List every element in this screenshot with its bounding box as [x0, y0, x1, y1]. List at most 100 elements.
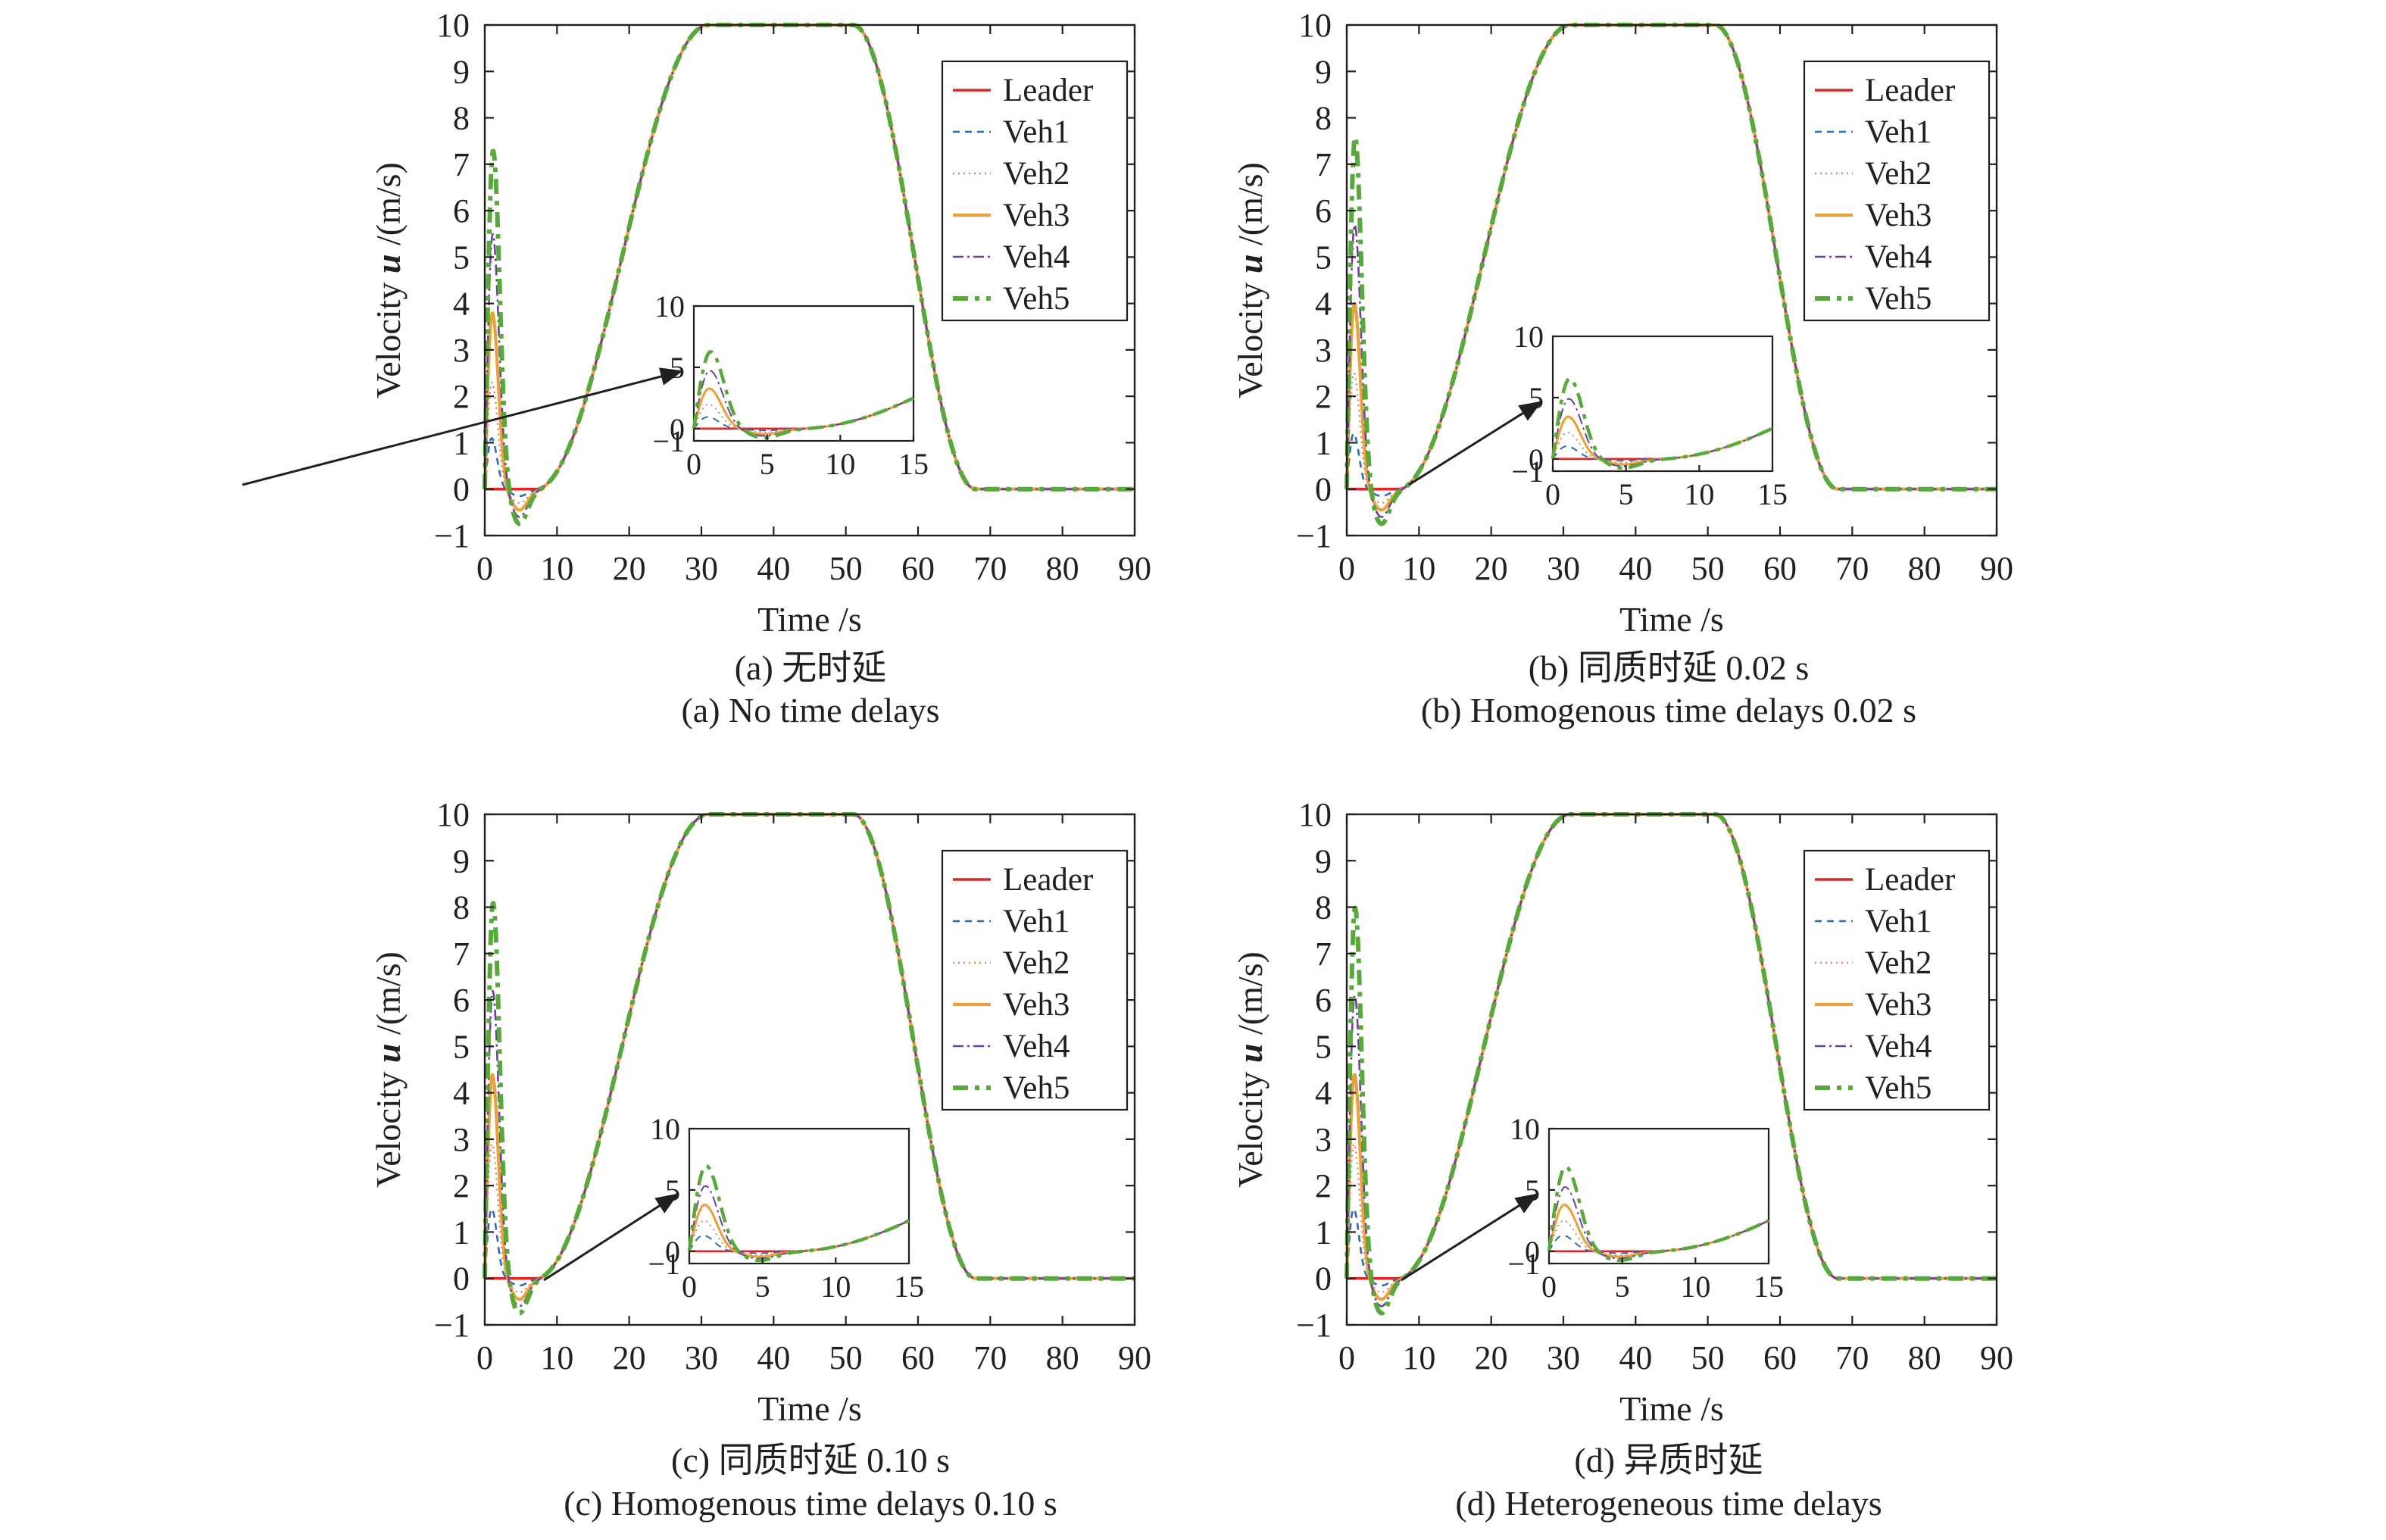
y-tick-label: 7 [1315, 936, 1332, 973]
legend: Leader Veh1 Veh2 Veh3 Veh4 Veh5 [941, 60, 1129, 322]
y-tick-label: 8 [453, 889, 470, 926]
x-tick-label: 20 [1475, 550, 1508, 587]
inset-y-tick-label: 10 [1510, 1112, 1540, 1146]
y-tick-label: 6 [1315, 192, 1332, 230]
legend: Leader Veh1 Veh2 Veh3 Veh4 Veh5 [1803, 60, 1991, 322]
x-tick-label: 40 [1619, 550, 1652, 587]
legend-label-leader: Leader [1865, 73, 1955, 108]
legend-label-veh1: Veh1 [1865, 904, 1932, 939]
y-tick-label: 0 [453, 471, 470, 508]
y-tick-label: 1 [453, 1214, 470, 1251]
legend-label-veh4: Veh4 [1003, 1029, 1070, 1064]
inset-series-line-veh2 [689, 1220, 910, 1256]
y-axis-title: Velocity u /(m/s) [1231, 162, 1270, 398]
y-tick-label: 8 [1315, 100, 1332, 137]
inset-y-tick-label: 0 [1525, 1235, 1540, 1269]
zoom-arrow-head [1514, 1193, 1538, 1214]
y-tick-label: 9 [453, 842, 470, 879]
y-tick-label: 2 [453, 378, 470, 415]
x-tick-label: 0 [476, 1339, 493, 1376]
y-tick-label: 1 [453, 424, 470, 461]
legend-label-leader: Leader [1003, 73, 1093, 108]
x-tick-label: 10 [1402, 550, 1435, 587]
x-tick-label: 60 [901, 1339, 935, 1376]
legend-label-veh1: Veh1 [1865, 114, 1932, 150]
legend-label-veh3: Veh3 [1865, 198, 1932, 233]
inset-y-tick-label: 0 [670, 412, 685, 446]
caption-chinese: (d) 异质时延 [1574, 1441, 1763, 1479]
inset-series-line-veh5 [687, 1164, 910, 1263]
y-tick-label: 9 [453, 53, 470, 90]
y-tick-label: 3 [453, 332, 470, 369]
zoom-arrow-line [543, 1192, 679, 1282]
x-tick-label: 60 [1763, 550, 1797, 587]
legend-label-leader: Leader [1003, 862, 1093, 898]
legend-label-veh5: Veh5 [1865, 281, 1932, 317]
y-tick-label: −1 [1296, 1307, 1332, 1344]
inset-x-tick-label: 0 [1541, 1270, 1557, 1304]
y-axis-title-suffix: /(m/s) [369, 951, 408, 1043]
x-tick-label: 40 [757, 1339, 790, 1376]
x-tick-label: 50 [1691, 550, 1725, 587]
inset-x-tick-label: 0 [686, 447, 701, 481]
inset-series-line-veh5 [692, 350, 914, 440]
legend-box [1803, 849, 1991, 1111]
inset-y-tick-label: 0 [1529, 442, 1544, 476]
y-tick-label: 1 [1315, 424, 1332, 461]
y-tick-label: 7 [453, 936, 470, 973]
y-tick-label: 2 [453, 1167, 470, 1204]
x-tick-label: 70 [973, 1339, 1007, 1376]
legend-label-leader: Leader [1865, 862, 1955, 898]
y-tick-label: 5 [453, 1028, 470, 1065]
x-tick-label: 50 [829, 550, 863, 587]
zoom-arrow-head [1518, 401, 1542, 421]
inset-x-tick-label: 15 [894, 1270, 924, 1304]
legend-label-veh4: Veh4 [1865, 239, 1932, 275]
x-tick-label: 40 [1619, 1339, 1652, 1376]
y-tick-label: 1 [1315, 1214, 1332, 1251]
legend-label-veh4: Veh4 [1003, 239, 1070, 275]
zoom-arrow-head [654, 1193, 679, 1214]
zoom-arrow-line [1401, 1192, 1539, 1282]
inset-x-tick-label: 15 [1757, 477, 1788, 511]
y-axis-title-variable: u [1231, 255, 1270, 274]
caption-chinese: (a) 无时延 [735, 648, 887, 687]
plot-frame [1345, 23, 1998, 537]
legend-label-veh5: Veh5 [1003, 281, 1070, 317]
x-tick-label: 90 [1118, 550, 1151, 587]
y-tick-label: 10 [436, 796, 470, 833]
inset-x-tick-label: 10 [1680, 1270, 1710, 1304]
x-tick-label: 80 [1046, 1339, 1079, 1376]
x-tick-label: 20 [1475, 1339, 1508, 1376]
y-tick-label: 10 [1298, 7, 1332, 44]
inset-series-line-veh5 [1547, 1165, 1769, 1263]
inset-x-tick-label: 10 [820, 1270, 851, 1304]
y-axis-title-suffix: /(m/s) [1231, 951, 1270, 1043]
inset-y-tick-label: −1 [652, 424, 685, 458]
y-tick-label: −1 [434, 517, 470, 554]
legend-label-veh2: Veh2 [1865, 945, 1932, 981]
y-axis-title-suffix: /(m/s) [1231, 162, 1270, 254]
inset-x-tick-label: 5 [1615, 1270, 1630, 1304]
y-tick-label: 7 [453, 146, 470, 183]
inset-x-tick-label: 5 [1619, 477, 1634, 511]
y-tick-label: 4 [1315, 1075, 1332, 1112]
x-axis-title: Time /s [1619, 1389, 1724, 1428]
x-tick-label: 20 [613, 550, 646, 587]
y-tick-label: 7 [1315, 146, 1332, 183]
y-tick-label: 6 [453, 982, 470, 1019]
y-axis-title: Velocity u /(m/s) [369, 951, 408, 1188]
y-tick-label: 3 [1315, 332, 1332, 369]
inset-x-tick-label: 15 [898, 447, 929, 481]
inset-y-tick-label: 10 [650, 1112, 680, 1146]
legend-label-veh2: Veh2 [1865, 156, 1932, 192]
inset-x-tick-label: 10 [1684, 477, 1714, 511]
x-tick-label: 70 [973, 550, 1007, 587]
x-tick-label: 60 [1763, 1339, 1797, 1376]
x-tick-label: 0 [1338, 1339, 1355, 1376]
